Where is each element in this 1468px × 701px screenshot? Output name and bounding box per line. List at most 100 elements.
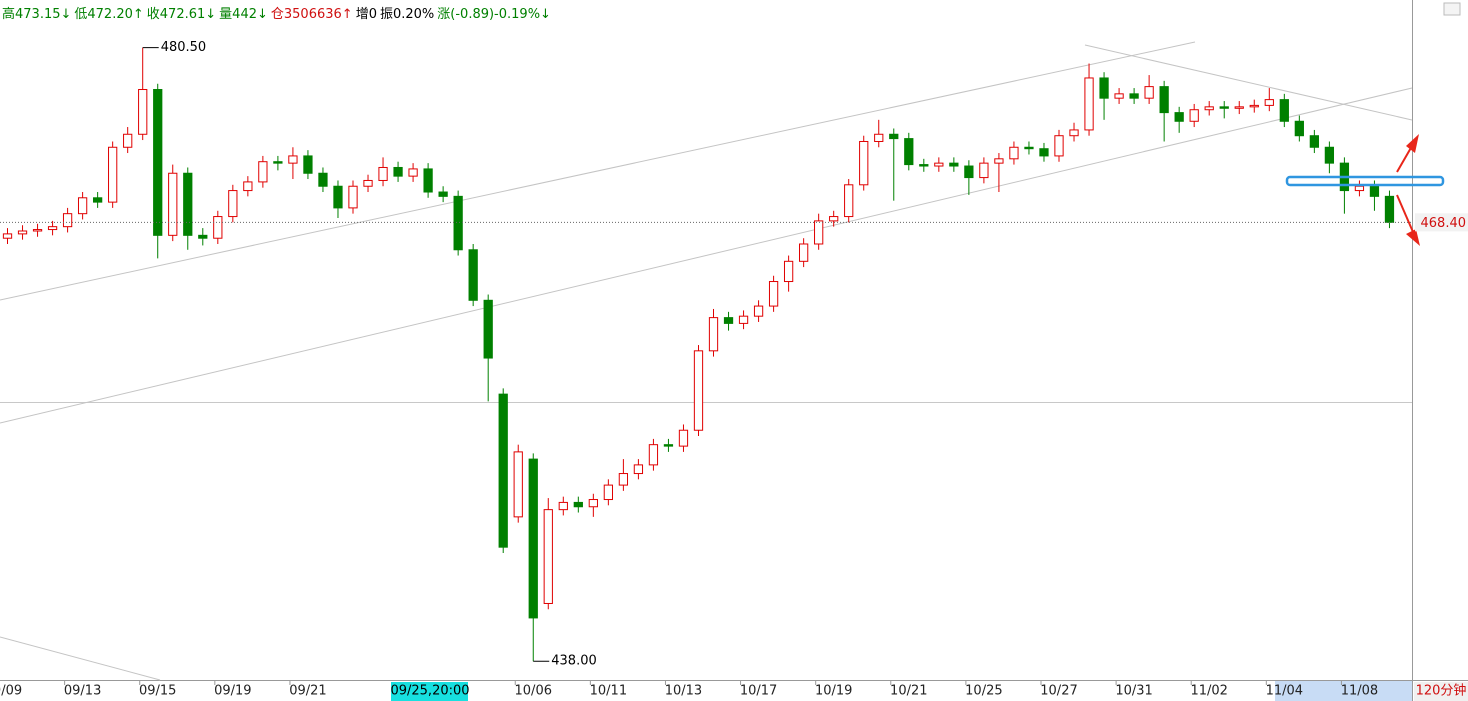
candle-body xyxy=(32,229,43,232)
candle-body xyxy=(1099,77,1109,99)
candle-body xyxy=(93,197,103,203)
candle-body xyxy=(1129,93,1139,99)
annotation-label: 438.00 xyxy=(551,654,597,669)
candle-body xyxy=(77,197,88,215)
candle-body xyxy=(799,243,809,262)
period-label[interactable]: 120分钟 xyxy=(1416,683,1467,699)
x-tick-label: 10/06 xyxy=(515,684,552,699)
candle-body xyxy=(168,172,178,236)
candle-body xyxy=(693,350,704,431)
candle-body xyxy=(528,458,538,619)
candle-body xyxy=(844,184,854,218)
arrow-line xyxy=(1396,145,1413,173)
candle-body xyxy=(1279,99,1289,122)
candle-body xyxy=(558,501,568,511)
candle-body xyxy=(1144,86,1154,99)
candle-body xyxy=(1189,109,1199,122)
candle-body xyxy=(874,133,884,142)
candle-body xyxy=(1024,146,1034,150)
cursor-label: 09/25,20:00 xyxy=(390,684,469,699)
candle-body xyxy=(423,168,433,193)
candle-body xyxy=(829,216,839,222)
candle-body xyxy=(333,185,343,209)
highlight-box xyxy=(1285,175,1445,187)
x-tick-label: 9/09 xyxy=(0,684,22,699)
info-item: 量442↓ xyxy=(219,7,268,22)
x-range-highlight xyxy=(1275,681,1412,701)
candle-body xyxy=(498,393,508,548)
candle-body xyxy=(648,444,659,466)
candle-body xyxy=(889,133,899,140)
candle-body xyxy=(1309,135,1319,148)
trend-line xyxy=(0,41,1196,301)
candle-body xyxy=(1384,195,1395,223)
candle-body xyxy=(438,191,448,197)
candle-body xyxy=(738,315,749,324)
candle-body xyxy=(258,161,268,183)
x-tick-label: 10/17 xyxy=(740,684,777,699)
candle-body xyxy=(1054,135,1064,157)
candle-body xyxy=(753,305,764,317)
last-price-label-bg xyxy=(1415,213,1468,232)
candle-body xyxy=(1264,99,1274,106)
candle-body xyxy=(1084,77,1094,131)
info-item: 收472.61↓ xyxy=(146,7,217,22)
candle-body xyxy=(964,165,974,179)
period-label-bg xyxy=(1414,682,1468,701)
candle-body xyxy=(543,509,553,604)
x-tick-label: 11/04 xyxy=(1266,684,1303,699)
candle-body xyxy=(363,179,373,187)
candle-body xyxy=(1009,146,1019,160)
candle-body xyxy=(633,464,644,475)
window-icon[interactable] xyxy=(1443,2,1461,16)
candle-body xyxy=(979,162,989,179)
candle-body xyxy=(1114,93,1124,99)
candle-body xyxy=(378,166,388,181)
info-item: 增0 xyxy=(355,7,377,22)
candle-body xyxy=(1204,106,1214,111)
candle-body xyxy=(618,473,629,486)
arrow-line xyxy=(1396,194,1414,233)
x-tick-label: 11/02 xyxy=(1190,684,1227,699)
candle-body xyxy=(904,138,914,166)
candle-body xyxy=(1369,185,1380,197)
cursor-label-bg xyxy=(391,682,468,701)
candle-body xyxy=(1324,146,1335,164)
x-tick-label: 10/27 xyxy=(1040,684,1077,699)
candle-body xyxy=(198,234,208,239)
candle-body xyxy=(228,190,238,218)
candle-body xyxy=(1039,148,1049,157)
x-tick-label: 10/31 xyxy=(1115,684,1152,699)
x-tick-label: 09/19 xyxy=(214,684,251,699)
candle-body xyxy=(303,155,313,174)
x-tick-label: 10/11 xyxy=(590,684,627,699)
x-tick-label: 10/13 xyxy=(665,684,702,699)
info-item: 涨(-0.89)-0.19%↓ xyxy=(437,7,551,22)
info-item: 低472.20↑ xyxy=(74,7,144,22)
candle-body xyxy=(1294,120,1304,137)
arrow-head xyxy=(1406,134,1419,153)
candle-body xyxy=(138,89,148,135)
info-item: 振0.20% xyxy=(379,7,435,22)
candle-body xyxy=(678,429,689,447)
x-tick-label: 09/13 xyxy=(64,684,101,699)
candle-body xyxy=(994,158,1004,164)
trend-line xyxy=(0,87,1413,424)
candle-body xyxy=(573,501,583,508)
candle-body xyxy=(348,185,358,209)
candle-body xyxy=(1249,104,1259,108)
candle-body xyxy=(393,166,403,177)
candle-body xyxy=(183,172,193,236)
candle-body xyxy=(273,161,283,164)
candle-body xyxy=(153,89,163,236)
candle-body xyxy=(814,220,824,245)
x-tick-label: 10/19 xyxy=(815,684,852,699)
candle-body xyxy=(17,230,28,235)
candle-body xyxy=(62,213,73,228)
arrow-head xyxy=(1406,229,1420,246)
candle-body xyxy=(468,249,478,301)
x-tick-label: 10/21 xyxy=(890,684,927,699)
candle-body xyxy=(934,162,944,167)
